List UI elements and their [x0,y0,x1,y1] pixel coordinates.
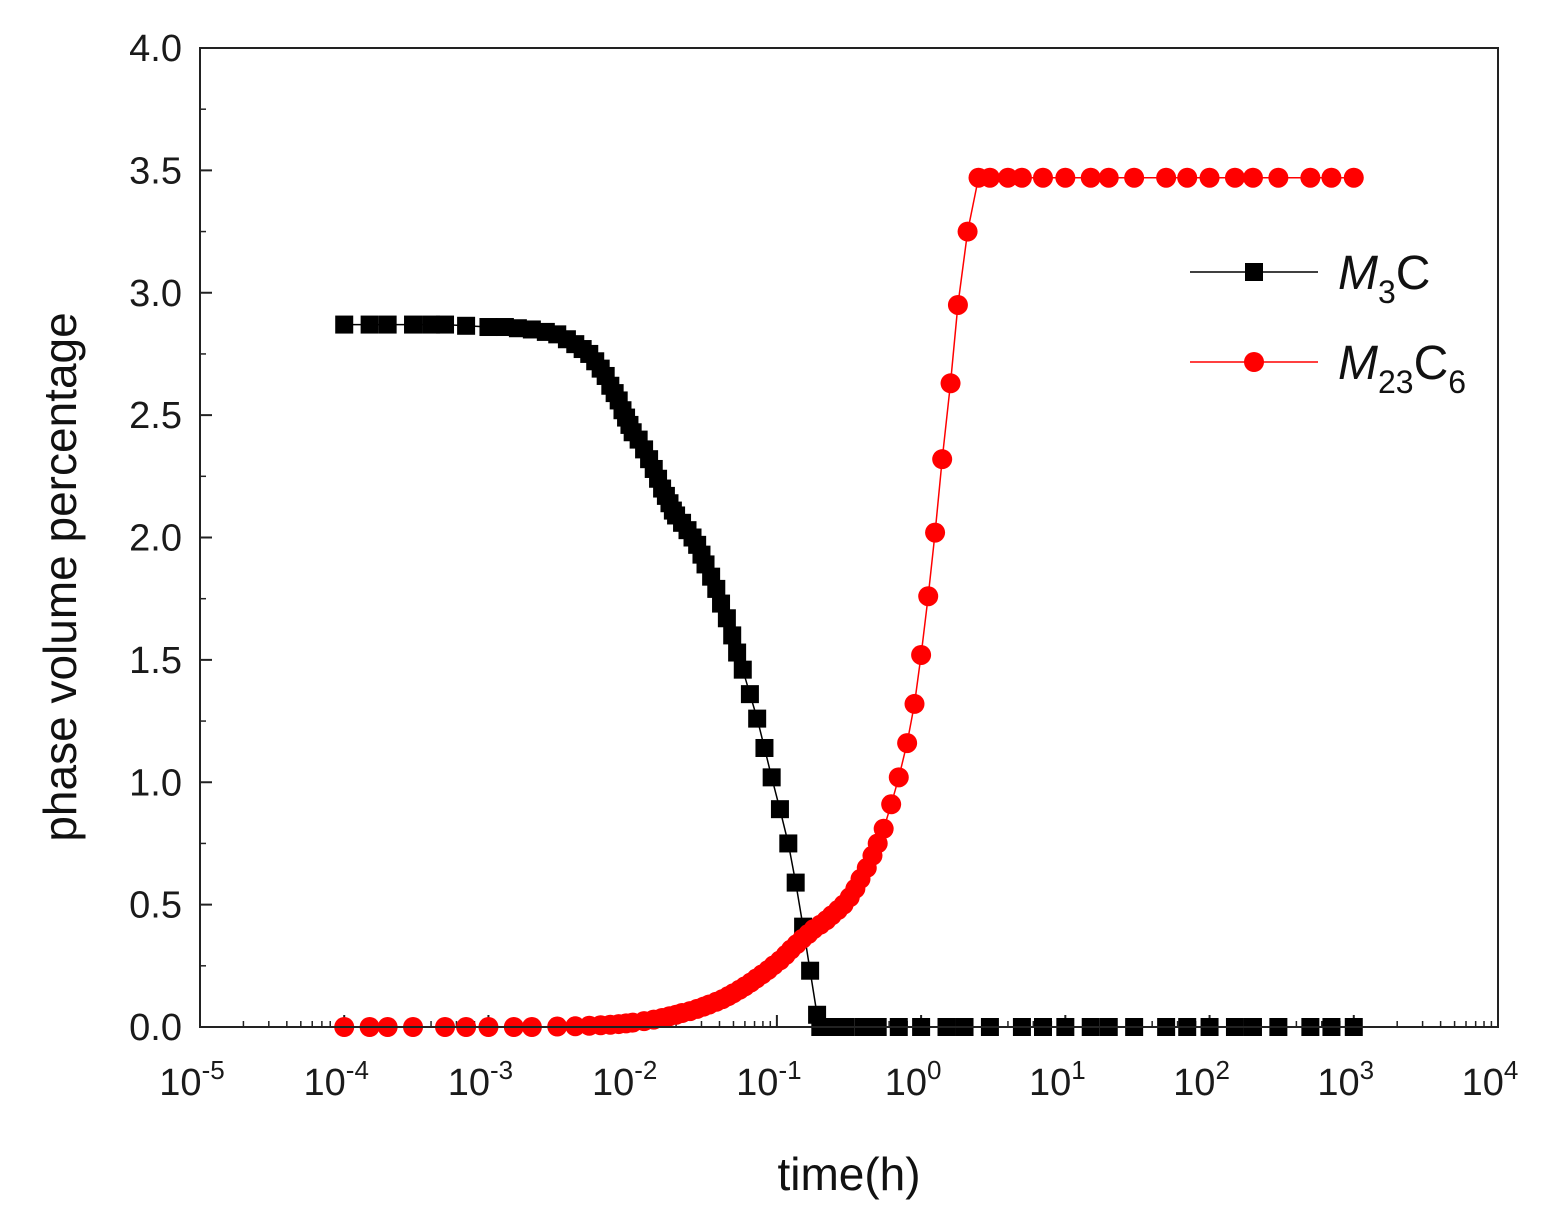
data-point [755,738,774,757]
x-tick-label: 104 [1462,1055,1519,1104]
data-point [897,733,918,754]
data-point [888,767,909,788]
x-tick-label: 10-1 [736,1055,801,1104]
y-tick-label: 2.5 [129,395,182,437]
series-M23C6 [334,167,1364,1037]
x-tick-label: 101 [1029,1055,1086,1104]
data-point [786,873,805,892]
y-tick-label: 4.0 [129,28,182,70]
legend: M3C M23C6 [1190,247,1466,400]
x-axis-title: time(h) [777,1148,920,1200]
data-point [904,693,925,714]
data-point [733,660,752,679]
data-point [1080,167,1101,188]
data-point [457,316,476,335]
data-point [1268,167,1289,188]
data-point [717,609,736,628]
data-point [779,834,798,853]
data-point [957,221,978,242]
axis-ticks [199,47,1499,1028]
data-point [1124,167,1145,188]
legend-marker [1245,263,1263,281]
y-tick-label: 0.5 [129,885,182,927]
data-point [925,522,946,543]
data-point [1242,167,1263,188]
y-tick-label: 0.0 [129,1007,182,1049]
data-point [508,319,527,338]
legend-item: M3C [1190,247,1430,310]
y-tick-label: 3.5 [129,150,182,192]
data-point [873,818,894,839]
data-point [1055,167,1076,188]
data-point [881,794,902,815]
data-point [436,315,455,334]
data-point [1032,167,1053,188]
data-point [360,315,379,334]
data-point [911,644,932,665]
data-point [748,709,767,728]
series-line [344,323,1354,1028]
data-point [940,373,961,394]
y-tick-label: 1.0 [129,762,182,804]
data-point [522,320,541,339]
data-point [404,315,423,334]
y-tick-label: 1.5 [129,640,182,682]
data-point [728,643,747,662]
data-point [770,800,789,819]
data-point [1321,167,1342,188]
plot-frame [199,47,1499,1028]
plot-series [334,167,1364,1037]
data-point [712,594,731,613]
data-point [1343,167,1364,188]
data-point [979,167,1000,188]
series-M3C [335,315,1363,1036]
x-tick-label: 102 [1173,1055,1230,1104]
data-point [1300,167,1321,188]
x-tick-label: 10-2 [592,1055,657,1104]
data-point [918,586,939,607]
x-tick-label: 10-5 [159,1055,224,1104]
data-point [479,318,498,337]
data-point [997,167,1018,188]
x-tick-label: 10-4 [304,1055,369,1104]
data-point [762,768,781,787]
data-point [1098,167,1119,188]
data-point [335,315,354,334]
y-tick-label: 3.0 [129,273,182,315]
data-point [801,961,820,980]
legend-label: M23C6 [1338,337,1466,400]
data-point [1156,167,1177,188]
x-tick-label: 10-3 [448,1055,513,1104]
y-axis-title: phase volume percentage [34,312,86,841]
y-tick-label: 2.0 [129,518,182,560]
data-point [723,626,742,645]
data-point [740,685,759,704]
x-tick-label: 100 [885,1055,942,1104]
data-point [378,315,397,334]
data-point [707,579,726,598]
data-point [1199,167,1220,188]
legend-item: M23C6 [1190,337,1466,400]
data-point [932,449,953,470]
legend-marker [1244,352,1264,372]
tick-labels: 10-5 10-4 10-3 10-2 10-1 100 101 102 103 104 0.0 0.… [129,28,1518,1104]
legend-label: M3C [1338,247,1430,310]
data-point [1177,167,1198,188]
x-tick-label: 103 [1317,1055,1374,1104]
data-point [1224,167,1245,188]
data-point [947,294,968,315]
data-point [1011,167,1032,188]
data-point [422,315,441,334]
